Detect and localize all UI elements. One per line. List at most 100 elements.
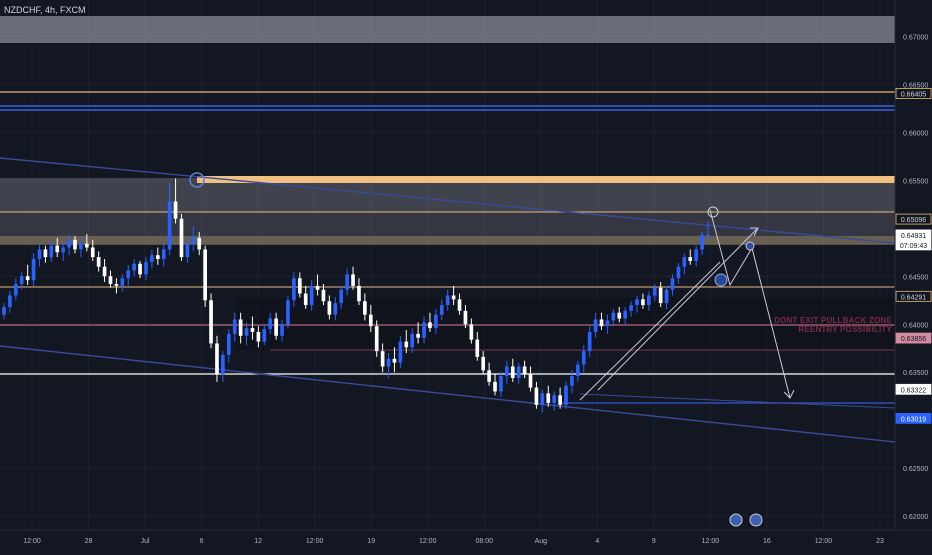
price-label: 0.66405 <box>901 91 926 98</box>
candle-body <box>315 285 320 290</box>
candle-body <box>428 322 432 329</box>
candle-body <box>617 312 622 319</box>
candle-body <box>688 257 693 261</box>
candle-body <box>363 301 367 315</box>
candle-body <box>250 328 255 332</box>
event-icon[interactable] <box>749 513 763 527</box>
candle-body <box>700 235 704 250</box>
candle-body <box>558 395 562 405</box>
candle-body <box>280 324 284 336</box>
candle-body <box>587 331 592 352</box>
candle-body <box>540 393 545 405</box>
candle-body <box>445 295 450 306</box>
candle-body <box>534 387 539 405</box>
time-tick: 12:00 <box>23 538 41 545</box>
price-axis[interactable] <box>895 0 932 530</box>
candle-body <box>8 295 12 307</box>
candle-body <box>132 263 136 271</box>
trendline-upper <box>0 157 896 244</box>
candle-body <box>297 278 302 294</box>
candle-body <box>61 247 65 253</box>
candle-body <box>309 285 314 306</box>
candle-body <box>13 283 18 296</box>
candle-body <box>126 270 131 279</box>
candle-body <box>528 374 533 388</box>
candle-body <box>658 287 663 304</box>
candle-body <box>155 255 160 260</box>
candle-body <box>19 276 24 284</box>
event-icons[interactable] <box>729 513 763 527</box>
candle-body <box>398 341 403 363</box>
candle-body <box>238 319 243 336</box>
highlight-bar <box>197 176 895 183</box>
candle-body <box>599 319 604 327</box>
candle-body <box>84 243 89 248</box>
time-tick: 12 <box>254 538 262 545</box>
candle-body <box>457 299 462 311</box>
candle-body <box>581 351 586 365</box>
price-label-box <box>895 88 932 99</box>
candle-body <box>635 299 639 306</box>
price-label-box <box>895 290 932 302</box>
candle-body <box>374 326 379 352</box>
reentry-marker <box>745 241 755 251</box>
price-label: 0.63019 <box>901 416 926 423</box>
candle-body <box>611 312 616 321</box>
time-tick: 19 <box>367 538 375 545</box>
annotation-reentry: REENTRY POSSIBILITY <box>798 325 892 334</box>
time-tick: 6 <box>200 538 204 545</box>
candle-body <box>451 295 456 300</box>
event-icon[interactable] <box>729 513 743 527</box>
candle-body <box>108 276 113 284</box>
candle-body <box>493 381 497 392</box>
candle-body <box>505 366 509 377</box>
candle-body <box>286 300 290 325</box>
candle-body <box>647 295 651 306</box>
projection-drawing <box>579 209 795 401</box>
candle-body <box>593 319 598 332</box>
candle-body <box>268 318 273 330</box>
candle-body <box>167 201 172 250</box>
price-label: 0.65096 <box>901 217 926 224</box>
candle-body <box>244 328 249 336</box>
candle-body <box>321 289 326 302</box>
time-tick: 23 <box>876 538 884 545</box>
candle-body <box>221 354 225 375</box>
candle-body <box>339 289 344 304</box>
candle-body <box>185 243 190 258</box>
time-tick: 12:00 <box>815 538 833 545</box>
time-axis-ticks: 12:00 28 Jul 6 12 12:00 19 12:00 08:00 Aug 4 9 12:00… <box>23 538 884 545</box>
candle-body <box>333 303 338 315</box>
time-axis[interactable] <box>0 530 932 550</box>
candle-body <box>209 300 213 344</box>
candle-body <box>292 278 296 301</box>
candle-body <box>79 243 83 250</box>
candle-body <box>345 274 349 290</box>
candle-body <box>120 278 125 286</box>
peak-marker <box>707 206 719 218</box>
candle-body <box>25 276 30 281</box>
time-tick: Aug <box>535 538 548 545</box>
price-tick: 0.63500 <box>903 370 928 377</box>
time-tick: 12:00 <box>306 538 324 545</box>
candle-body <box>487 370 491 382</box>
candle-body <box>215 343 219 375</box>
candle-body <box>404 341 409 348</box>
candle-body <box>664 289 669 304</box>
price-tick: 0.66500 <box>903 82 928 89</box>
price-label: 07:09:43 <box>900 243 927 250</box>
candle-body <box>682 257 687 267</box>
candle-body <box>516 366 521 378</box>
price-label: 0.64931 <box>901 233 926 240</box>
candle-body <box>197 237 202 250</box>
candle-body <box>652 287 657 296</box>
candle-body <box>37 249 42 260</box>
candle-body <box>327 301 332 315</box>
symbol-label: NZDCHF, 4h, FXCM <box>4 5 86 15</box>
candle-body <box>552 395 557 403</box>
price-label-box <box>895 239 932 251</box>
candle-body <box>641 299 645 306</box>
candle-body <box>499 376 503 392</box>
